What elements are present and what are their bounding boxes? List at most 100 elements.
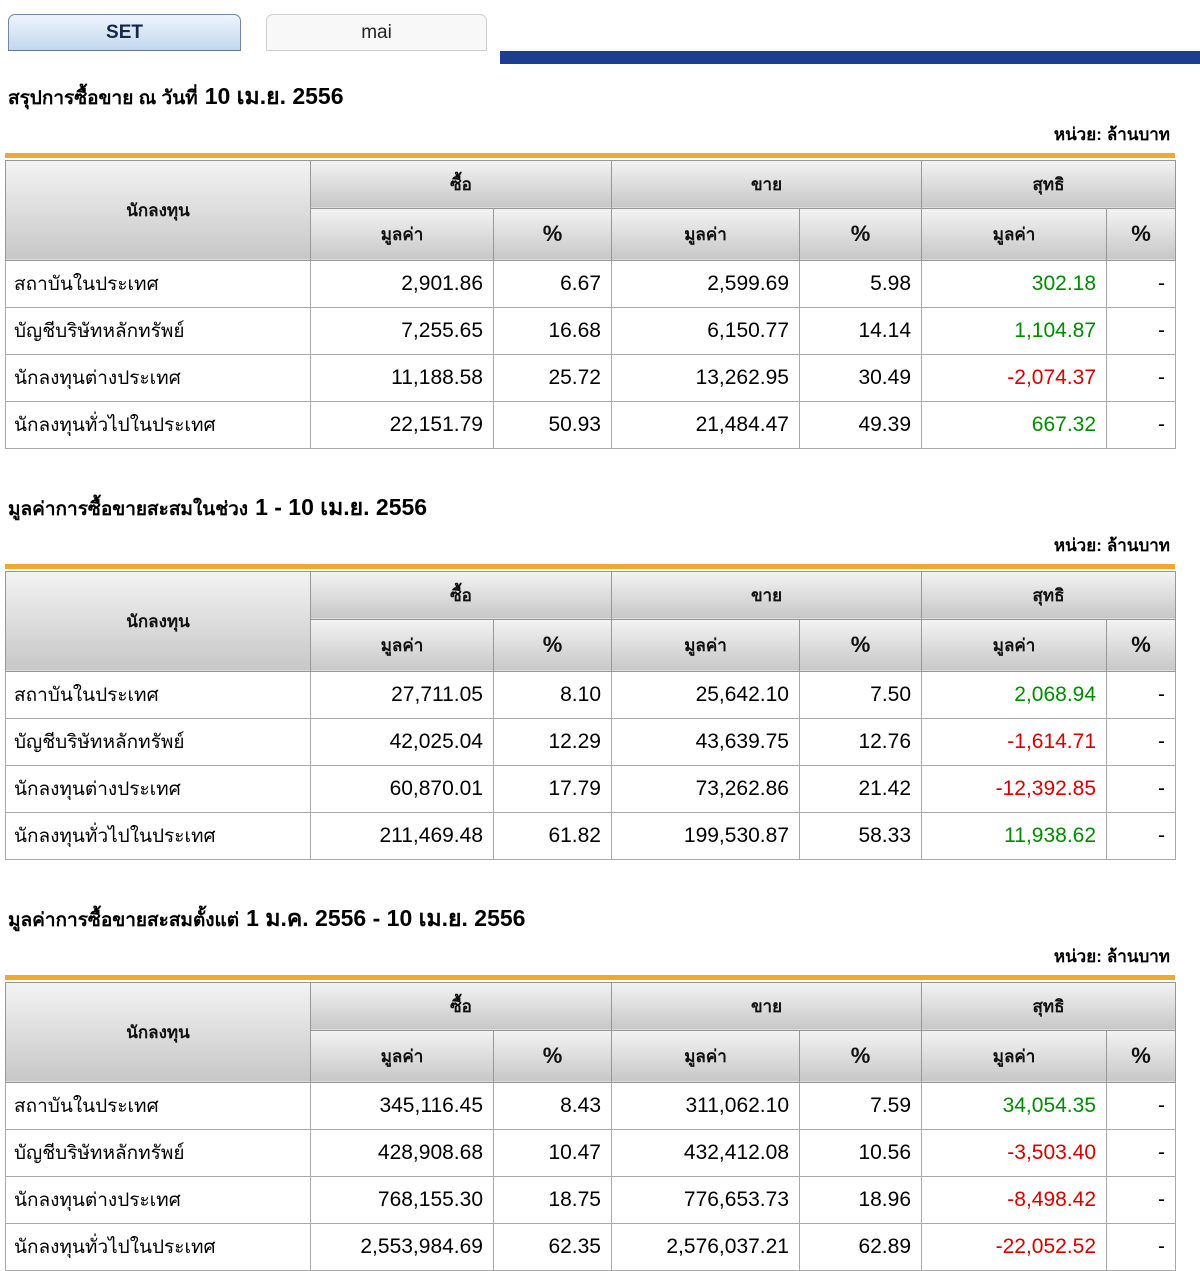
table-row: นักลงทุนทั่วไปในประเทศ 22,151.79 50.93 2…: [5, 400, 1177, 449]
tab-underline-bar: [500, 51, 1200, 64]
col-header-net: สุทธิ: [921, 570, 1177, 620]
net-value-cell: 1,104.87: [921, 306, 1108, 355]
sell-value-cell: 43,639.75: [611, 717, 800, 766]
table-row: นักลงทุนต่างประเทศ 60,870.01 17.79 73,26…: [5, 764, 1177, 813]
buy-value-cell: 345,116.45: [310, 1081, 494, 1130]
investor-type-label: นักลงทุนทั่วไปในประเทศ: [5, 811, 311, 860]
unit-label: หน่วย: ล้านบาท: [0, 532, 1200, 559]
investor-type-label: บัญชีบริษัทหลักทรัพย์: [5, 306, 311, 355]
table-row: นักลงทุนทั่วไปในประเทศ 2,553,984.69 62.3…: [5, 1222, 1177, 1271]
sell-percent-cell: 21.42: [798, 764, 923, 813]
table-top-accent-bar: [5, 974, 1175, 980]
col-header-buy: ซื้อ: [310, 981, 612, 1031]
col-header-buy-value: มูลค่า: [310, 618, 494, 672]
section-title-text: มูลค่าการซื้อขายสะสมในช่วง: [8, 498, 249, 520]
header-row-sub: มูลค่า % มูลค่า % มูลค่า %: [6, 207, 1177, 261]
buy-percent-cell: 6.67: [493, 259, 612, 308]
col-header-buy: ซื้อ: [310, 159, 612, 209]
header-row-groups: นักลงทุน ซื้อ ขาย สุทธิ: [5, 159, 1177, 261]
buy-percent-cell: 50.93: [493, 400, 612, 449]
header-row-sub: มูลค่า % มูลค่า % มูลค่า %: [6, 618, 1177, 672]
tab-set[interactable]: SET: [8, 14, 241, 51]
col-header-sell: ขาย: [610, 570, 923, 620]
buy-percent-cell: 8.43: [493, 1081, 612, 1130]
buy-percent-cell: 12.29: [493, 717, 612, 766]
table-row: บัญชีบริษัทหลักทรัพย์ 7,255.65 16.68 6,1…: [5, 306, 1177, 355]
col-header-buy-percent: %: [493, 618, 612, 672]
section-title: มูลค่าการซื้อขายสะสมตั้งแต่ 1 ม.ค. 2556 -…: [8, 904, 1200, 934]
sell-percent-cell: 7.50: [798, 670, 923, 719]
table-row: สถาบันในประเทศ 2,901.86 6.67 2,599.69 5.…: [5, 259, 1177, 308]
sell-value-cell: 13,262.95: [611, 353, 800, 402]
buy-value-cell: 428,908.68: [310, 1128, 494, 1177]
investor-type-label: นักลงทุนทั่วไปในประเทศ: [5, 1222, 311, 1271]
buy-value-cell: 768,155.30: [310, 1175, 494, 1224]
tab-mai[interactable]: mai: [266, 14, 487, 51]
net-value-cell: 2,068.94: [921, 670, 1108, 719]
header-row-sub: มูลค่า % มูลค่า % มูลค่า %: [6, 1029, 1177, 1083]
net-value-cell: 302.18: [921, 259, 1108, 308]
table-row: สถาบันในประเทศ 27,711.05 8.10 25,642.10 …: [5, 670, 1177, 719]
table-row: นักลงทุนทั่วไปในประเทศ 211,469.48 61.82 …: [5, 811, 1177, 860]
sell-percent-cell: 14.14: [798, 306, 923, 355]
section-title-date: 10 เม.ย. 2556: [204, 83, 344, 109]
net-value-cell: -8,498.42: [921, 1175, 1108, 1224]
col-header-buy: ซื้อ: [310, 570, 612, 620]
sell-value-cell: 432,412.08: [611, 1128, 800, 1177]
net-value-cell: -3,503.40: [921, 1128, 1108, 1177]
net-value-cell: 11,938.62: [921, 811, 1108, 860]
col-header-net: สุทธิ: [921, 981, 1177, 1031]
section-period-summary: มูลค่าการซื้อขายสะสมในช่วง 1 - 10 เม.ย. 2…: [0, 493, 1200, 860]
unit-value: ล้านบาท: [1106, 946, 1170, 966]
col-header-sell-value: มูลค่า: [611, 207, 800, 261]
col-header-net-percent: %: [1106, 1029, 1177, 1083]
net-value-cell: 667.32: [921, 400, 1108, 449]
section-title: สรุปการซื้อขาย ณ วันที่ 10 เม.ย. 2556: [8, 82, 1200, 112]
table-body: สถาบันในประเทศ 27,711.05 8.10 25,642.10 …: [5, 670, 1177, 860]
sell-value-cell: 73,262.86: [611, 764, 800, 813]
net-value-cell: -22,052.52: [921, 1222, 1108, 1271]
net-value-cell: -12,392.85: [921, 764, 1108, 813]
section-daily-summary: สรุปการซื้อขาย ณ วันที่ 10 เม.ย. 2556 หน่…: [0, 82, 1200, 449]
tab-set-label: SET: [106, 21, 143, 43]
sell-percent-cell: 10.56: [798, 1128, 923, 1177]
col-header-sell-percent: %: [798, 207, 923, 261]
unit-label: หน่วย: ล้านบาท: [0, 121, 1200, 148]
net-percent-cell: -: [1106, 353, 1177, 402]
buy-value-cell: 2,553,984.69: [310, 1222, 494, 1271]
header-row-groups: นักลงทุน ซื้อ ขาย สุทธิ: [5, 981, 1177, 1083]
investor-type-label: สถาบันในประเทศ: [5, 259, 311, 308]
table-body: สถาบันในประเทศ 345,116.45 8.43 311,062.1…: [5, 1081, 1177, 1271]
tab-bar: SET mai: [0, 0, 1200, 64]
sell-value-cell: 6,150.77: [611, 306, 800, 355]
sell-percent-cell: 58.33: [798, 811, 923, 860]
col-header-net-percent: %: [1106, 207, 1177, 261]
buy-percent-cell: 61.82: [493, 811, 612, 860]
col-header-sell-value: มูลค่า: [611, 1029, 800, 1083]
col-header-net-value: มูลค่า: [921, 618, 1108, 672]
col-header-net: สุทธิ: [921, 159, 1177, 209]
col-header-sell: ขาย: [610, 159, 923, 209]
unit-label: หน่วย: ล้านบาท: [0, 943, 1200, 970]
table-body: สถาบันในประเทศ 2,901.86 6.67 2,599.69 5.…: [5, 259, 1177, 449]
sell-value-cell: 199,530.87: [611, 811, 800, 860]
table-wrap: นักลงทุน ซื้อ ขาย สุทธิ มูลค่า % มูลค่า …: [5, 563, 1177, 860]
buy-value-cell: 27,711.05: [310, 670, 494, 719]
tab-mai-label: mai: [361, 21, 392, 43]
buy-percent-cell: 25.72: [493, 353, 612, 402]
table-row: นักลงทุนต่างประเทศ 11,188.58 25.72 13,26…: [5, 353, 1177, 402]
buy-value-cell: 22,151.79: [310, 400, 494, 449]
table-row: บัญชีบริษัทหลักทรัพย์ 42,025.04 12.29 43…: [5, 717, 1177, 766]
sell-percent-cell: 5.98: [798, 259, 923, 308]
investor-type-label: สถาบันในประเทศ: [5, 1081, 311, 1130]
table-row: บัญชีบริษัทหลักทรัพย์ 428,908.68 10.47 4…: [5, 1128, 1177, 1177]
section-title: มูลค่าการซื้อขายสะสมในช่วง 1 - 10 เม.ย. 2…: [8, 493, 1200, 523]
sell-value-cell: 776,653.73: [611, 1175, 800, 1224]
table-header: นักลงทุน ซื้อ ขาย สุทธิ มูลค่า % มูลค่า …: [5, 570, 1177, 672]
unit-value: ล้านบาท: [1106, 124, 1170, 144]
net-percent-cell: -: [1106, 400, 1177, 449]
net-percent-cell: -: [1106, 764, 1177, 813]
table-row: สถาบันในประเทศ 345,116.45 8.43 311,062.1…: [5, 1081, 1177, 1130]
buy-percent-cell: 17.79: [493, 764, 612, 813]
